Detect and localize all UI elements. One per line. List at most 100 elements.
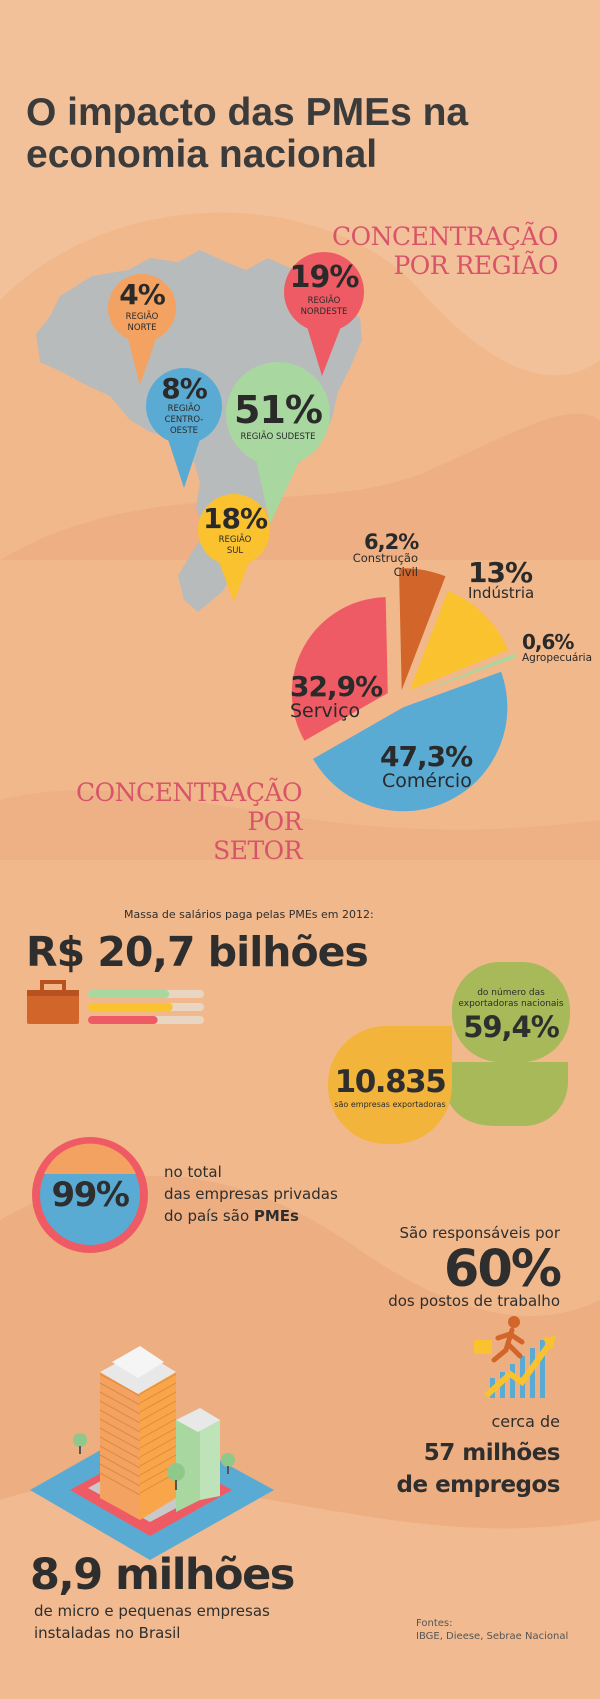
private-value: 99% [51, 1175, 130, 1215]
pin-nordeste-label-1: REGIÃO [307, 296, 341, 306]
salary-value: R$ 20,7 bilhões [26, 928, 369, 976]
pie-slice-comercio [313, 671, 508, 812]
tower-window-line [99, 1445, 141, 1469]
tower-window-line [99, 1382, 141, 1406]
pie-slice-industria [409, 591, 508, 691]
pin-sudeste-label-1: REGIÃO SUDESTE [240, 432, 316, 442]
pin-norte-tail [127, 337, 157, 385]
private-line-3: do país são PMEs [164, 1205, 338, 1227]
briefcase-icon [27, 980, 79, 1024]
jobs-caption-bottom: dos postos de trabalho [388, 1292, 560, 1310]
tower-window-line [99, 1427, 141, 1451]
pie-servico-label: Serviço [290, 700, 361, 722]
export-share-bubble [446, 1062, 568, 1126]
private-line-2: das empresas privadas [164, 1185, 338, 1203]
export-share-caption-1: do número das [477, 988, 545, 998]
tower-window-line [99, 1391, 141, 1415]
pie-industria-label: Indústria [468, 584, 535, 602]
salary-bar-red [88, 1016, 158, 1024]
pin-sul-tail [218, 561, 250, 602]
pin-sudeste-tail [256, 459, 300, 524]
companies-line-1: de micro e pequenas empresas [34, 1602, 270, 1620]
pie-slice-agropecuaria [413, 653, 517, 695]
title-line-2: economia nacional [26, 133, 378, 176]
pie-agro-label: Agropecuária [522, 652, 593, 664]
pin-sudeste-marker [226, 362, 330, 466]
private-caption: no total das empresas privadas do país s… [164, 1161, 338, 1227]
pin-centro-oeste-marker [146, 368, 222, 444]
region-heading: CONCENTRAÇÃO POR REGIÃO [332, 222, 558, 280]
pin-centro-label-1: REGIÃO [167, 404, 201, 414]
pin-nordeste-marker [284, 252, 364, 332]
pin-sul-label-2: SUL [226, 546, 244, 556]
pin-nordeste-label-2: NORDESTE [300, 307, 348, 317]
pin-norte-label-1: REGIÃO [125, 312, 159, 322]
tower-window-line [139, 1427, 177, 1449]
runner-growth-icon [474, 1316, 556, 1399]
companies-value: 8,9 milhões [30, 1550, 295, 1600]
buildings-illustration [30, 1346, 274, 1560]
tower-window-line [99, 1400, 141, 1424]
pie-industria-value: 13% [468, 556, 533, 589]
tower-window-line [99, 1454, 141, 1478]
tower-window-line [139, 1436, 177, 1458]
tower-window-line [99, 1409, 141, 1433]
pin-norte-value: 4% [119, 278, 166, 311]
pin-centro-label-3: OESTE [169, 426, 199, 436]
tower-window-line [139, 1445, 177, 1467]
private-line-3-bold: PMEs [253, 1207, 299, 1225]
jobs-approx: cerca de [491, 1412, 560, 1431]
region-heading-line-2: POR REGIÃO [393, 251, 558, 280]
export-share-value: 59,4% [463, 1010, 560, 1044]
tower-window-line [99, 1373, 141, 1397]
pin-centro-value: 8% [161, 372, 208, 405]
sector-heading-line-1: CONCENTRAÇÃO POR [76, 778, 302, 836]
pie-construcao-label-1: Construção [352, 551, 418, 565]
tower-window-line [139, 1373, 177, 1395]
tower-window-line [139, 1409, 177, 1431]
pie-construcao-label-2: Civil [393, 565, 418, 579]
salary-bar-yellow [88, 1003, 173, 1011]
pie-agro-value: 0,6% [522, 630, 574, 654]
pie-comercio-label: Comércio [382, 770, 472, 792]
pin-norte-label-2: NORTE [127, 323, 157, 333]
jobs-value: 60% [443, 1240, 562, 1299]
page-title: O impacto das PMEs na economia nacional [26, 92, 546, 176]
jobs-caption-top: São responsáveis por [399, 1224, 560, 1242]
pie-slice-servico [291, 597, 388, 741]
tower-window-line [99, 1418, 141, 1442]
pin-centro-label-2: CENTRO- [164, 415, 204, 425]
tower-window-line [99, 1463, 141, 1487]
private-line-1: no total [164, 1163, 222, 1181]
companies-line-2: instaladas no Brasil [34, 1624, 181, 1642]
sources-label: Fontes: [416, 1618, 453, 1629]
private-line-3-prefix: do país são [164, 1207, 254, 1225]
salary-bar-green [88, 990, 170, 998]
tower-window-line [139, 1391, 177, 1413]
jobs-count-line-1: 57 milhões [423, 1440, 561, 1466]
region-heading-line-1: CONCENTRAÇÃO [332, 222, 558, 251]
export-share-caption-2: exportadoras nacionais [458, 999, 564, 1009]
tower-window-line [139, 1400, 177, 1422]
pin-sul-marker [198, 494, 270, 566]
pie-servico-value: 32,9% [290, 670, 383, 703]
pin-nordeste-value: 19% [289, 260, 360, 295]
export-count-value: 10.835 [334, 1064, 447, 1100]
jobs-count-line-2: de empregos [396, 1472, 561, 1498]
pie-comercio-value: 47,3% [380, 740, 473, 773]
pin-norte-marker [108, 274, 176, 342]
pin-nordeste-tail [307, 327, 341, 376]
pie-construcao-value: 6,2% [364, 530, 419, 554]
pin-sul-value: 18% [202, 502, 268, 535]
salary-caption: Massa de salários paga pelas PMEs em 201… [124, 908, 374, 921]
pin-sul-label-1: REGIÃO [218, 535, 252, 545]
pie-slice-construcao [398, 568, 446, 691]
pin-sudeste-value: 51% [234, 388, 323, 432]
export-count-caption: são empresas exportadoras [334, 1100, 446, 1109]
tower-window-line [99, 1436, 141, 1460]
sector-heading-line-2: SETOR [213, 836, 302, 865]
